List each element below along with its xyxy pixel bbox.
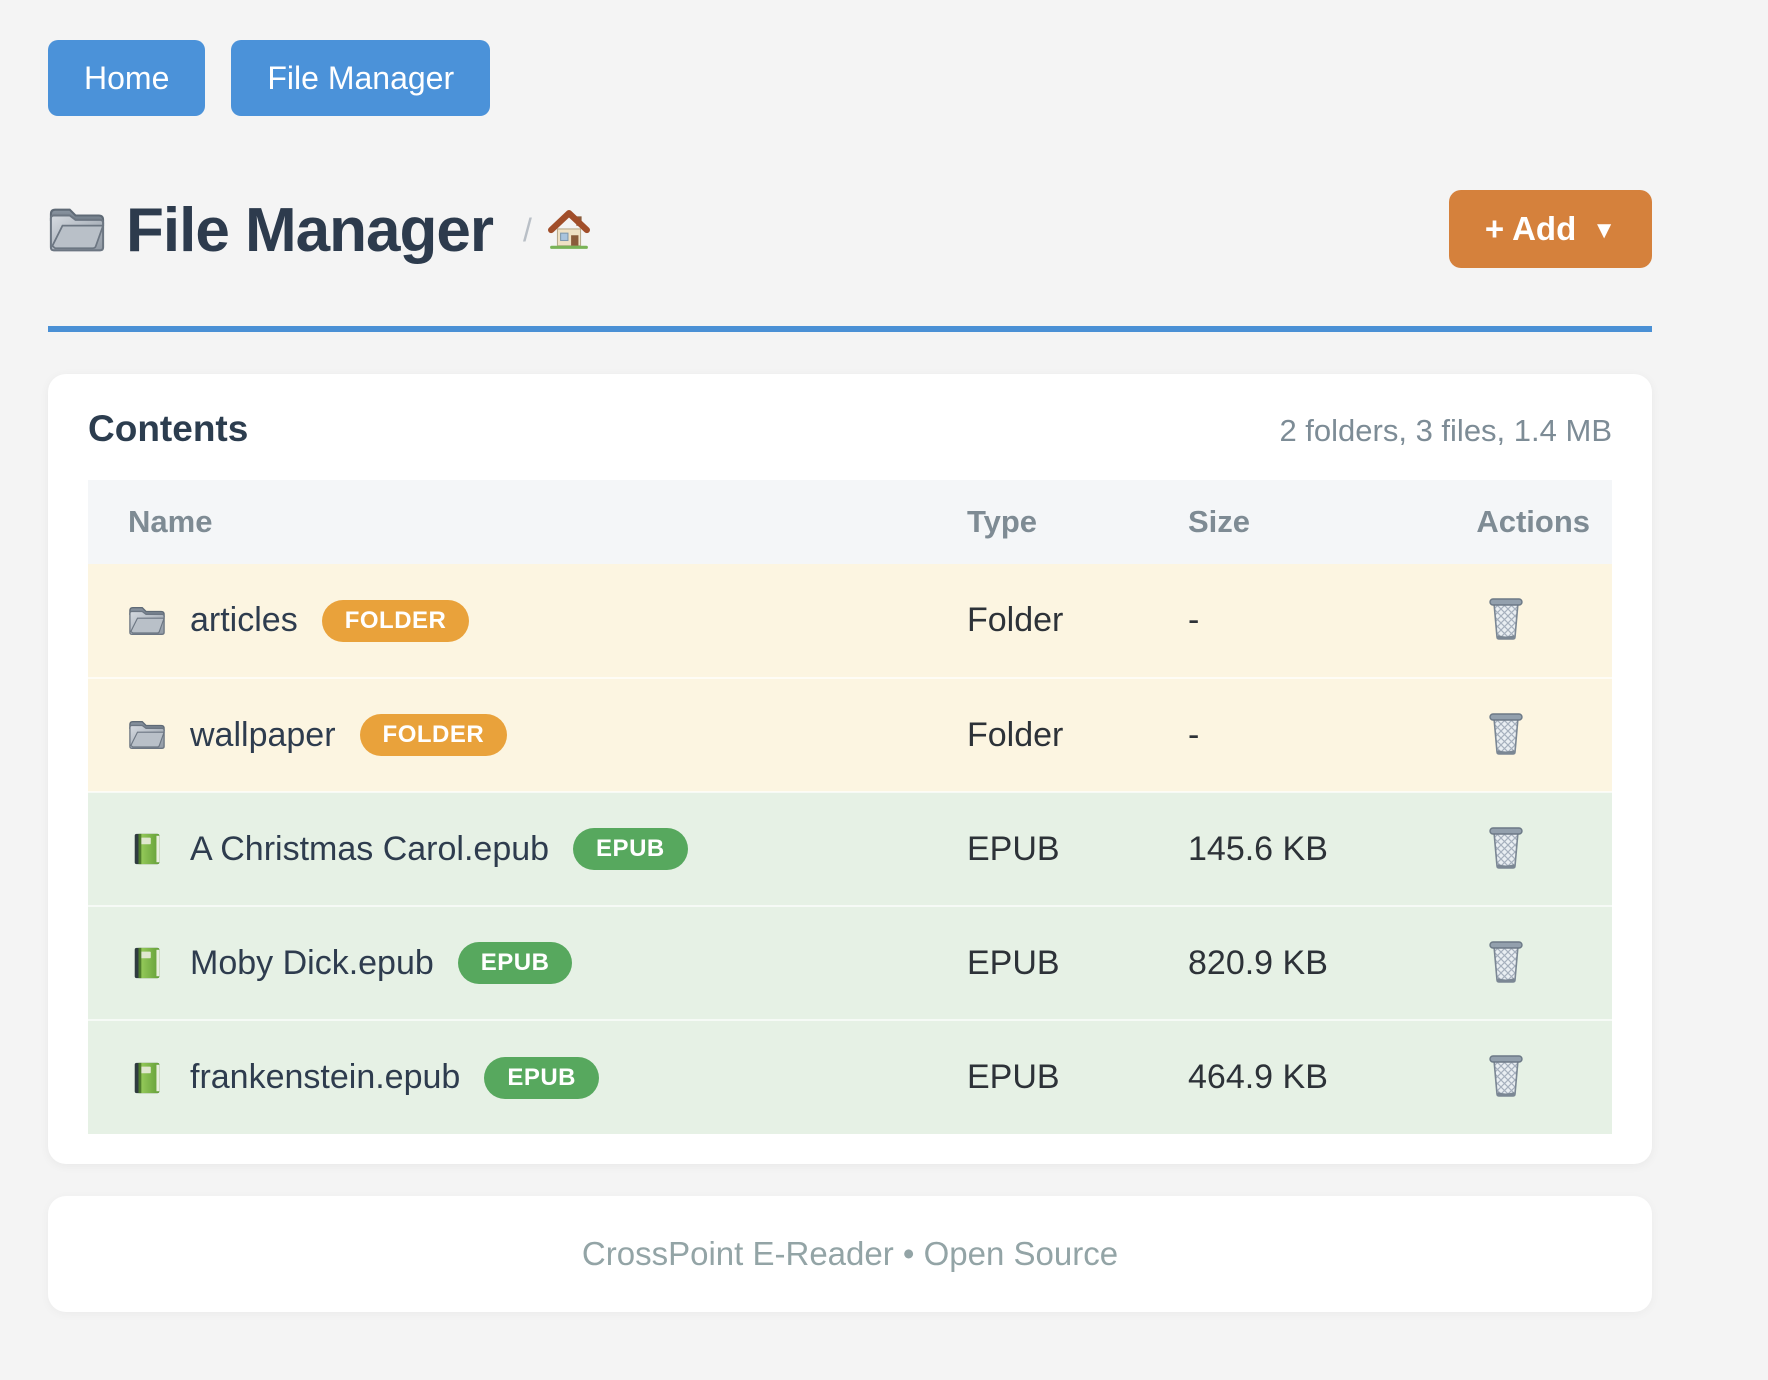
folder-icon bbox=[129, 721, 165, 749]
file-name[interactable]: wallpaper bbox=[190, 715, 336, 754]
breadcrumb-separator: / bbox=[523, 211, 532, 248]
size-cell: 145.6 KB bbox=[1188, 791, 1400, 906]
contents-card: Contents 2 folders, 3 files, 1.4 MB Name… bbox=[48, 374, 1652, 1164]
table-row[interactable]: wallpaper FOLDER Folder - bbox=[88, 677, 1612, 792]
card-title: Contents bbox=[88, 408, 249, 449]
file-name[interactable]: frankenstein.epub bbox=[190, 1058, 461, 1096]
table-row[interactable]: Moby Dick.epub EPUB EPUB 820.9 KB bbox=[88, 905, 1612, 1020]
size-cell: - bbox=[1188, 564, 1400, 678]
column-header-size: Size bbox=[1188, 480, 1400, 564]
add-button[interactable]: + Add ▼ bbox=[1448, 190, 1652, 268]
footer: CrossPoint E-Reader • Open Source bbox=[48, 1196, 1652, 1312]
actions-cell bbox=[1400, 564, 1612, 678]
delete-button[interactable] bbox=[1487, 710, 1525, 756]
trash-icon bbox=[1489, 1055, 1523, 1097]
home-button[interactable]: Home bbox=[48, 40, 206, 116]
file-name[interactable]: A Christmas Carol.epub bbox=[190, 829, 550, 868]
book-icon bbox=[134, 1062, 160, 1093]
file-manager-button[interactable]: File Manager bbox=[231, 40, 491, 116]
book-icon bbox=[134, 947, 160, 979]
size-cell: 464.9 KB bbox=[1188, 1019, 1400, 1134]
add-button-label: + Add bbox=[1484, 210, 1577, 247]
actions-cell bbox=[1400, 1019, 1612, 1134]
chevron-down-icon: ▼ bbox=[1592, 217, 1616, 244]
name-cell: Moby Dick.epub EPUB bbox=[88, 905, 967, 1020]
table-row[interactable]: frankenstein.epub EPUB EPUB 464.9 KB bbox=[88, 1019, 1612, 1134]
delete-button[interactable] bbox=[1487, 595, 1525, 641]
page-container: Home File Manager File Manager / + Add ▼… bbox=[48, 0, 1652, 1312]
type-cell: EPUB bbox=[967, 791, 1188, 906]
type-badge: FOLDER bbox=[321, 599, 470, 642]
footer-text: CrossPoint E-Reader • Open Source bbox=[581, 1235, 1119, 1272]
column-header-actions: Actions bbox=[1400, 480, 1612, 564]
actions-cell bbox=[1400, 791, 1612, 906]
name-cell: A Christmas Carol.epub EPUB bbox=[88, 791, 967, 906]
type-cell: EPUB bbox=[967, 905, 1188, 1020]
home-breadcrumb-icon[interactable] bbox=[547, 209, 590, 251]
type-cell: Folder bbox=[967, 564, 1188, 678]
table-header-row: Name Type Size Actions bbox=[88, 480, 1612, 564]
type-badge: EPUB bbox=[573, 828, 688, 870]
table-row[interactable]: A Christmas Carol.epub EPUB EPUB 145.6 K… bbox=[88, 791, 1612, 906]
contents-summary: 2 folders, 3 files, 1.4 MB bbox=[1279, 413, 1612, 448]
type-cell: EPUB bbox=[967, 1019, 1188, 1134]
folder-icon bbox=[129, 606, 165, 635]
type-badge: EPUB bbox=[457, 942, 573, 984]
delete-button[interactable] bbox=[1487, 938, 1525, 984]
type-cell: Folder bbox=[967, 677, 1188, 792]
name-cell: articles FOLDER bbox=[88, 564, 967, 678]
trash-icon bbox=[1489, 712, 1523, 755]
column-header-name: Name bbox=[88, 480, 967, 564]
delete-button[interactable] bbox=[1487, 1052, 1525, 1098]
type-badge: FOLDER bbox=[359, 714, 508, 756]
table-row[interactable]: articles FOLDER Folder - bbox=[88, 564, 1612, 678]
folder-title-icon bbox=[49, 208, 105, 252]
size-cell: - bbox=[1188, 677, 1400, 792]
title-row: File Manager / + Add ▼ bbox=[48, 188, 1652, 272]
card-header: Contents 2 folders, 3 files, 1.4 MB bbox=[88, 408, 1612, 450]
file-name[interactable]: articles bbox=[190, 601, 298, 639]
top-nav: Home File Manager bbox=[48, 0, 1652, 116]
trash-icon bbox=[1489, 826, 1523, 869]
delete-button[interactable] bbox=[1487, 824, 1525, 870]
size-cell: 820.9 KB bbox=[1188, 905, 1400, 1020]
book-icon bbox=[134, 833, 160, 865]
page-title: File Manager bbox=[126, 195, 494, 265]
file-name[interactable]: Moby Dick.epub bbox=[190, 943, 434, 982]
actions-cell bbox=[1400, 905, 1612, 1020]
column-header-type: Type bbox=[967, 480, 1188, 564]
file-table: Name Type Size Actions bbox=[88, 480, 1612, 1134]
type-badge: EPUB bbox=[484, 1056, 599, 1099]
name-cell: frankenstein.epub EPUB bbox=[88, 1019, 967, 1134]
trash-icon bbox=[1489, 598, 1523, 640]
title-divider bbox=[48, 326, 1652, 332]
name-cell: wallpaper FOLDER bbox=[88, 677, 967, 792]
trash-icon bbox=[1489, 940, 1523, 983]
actions-cell bbox=[1400, 677, 1612, 792]
